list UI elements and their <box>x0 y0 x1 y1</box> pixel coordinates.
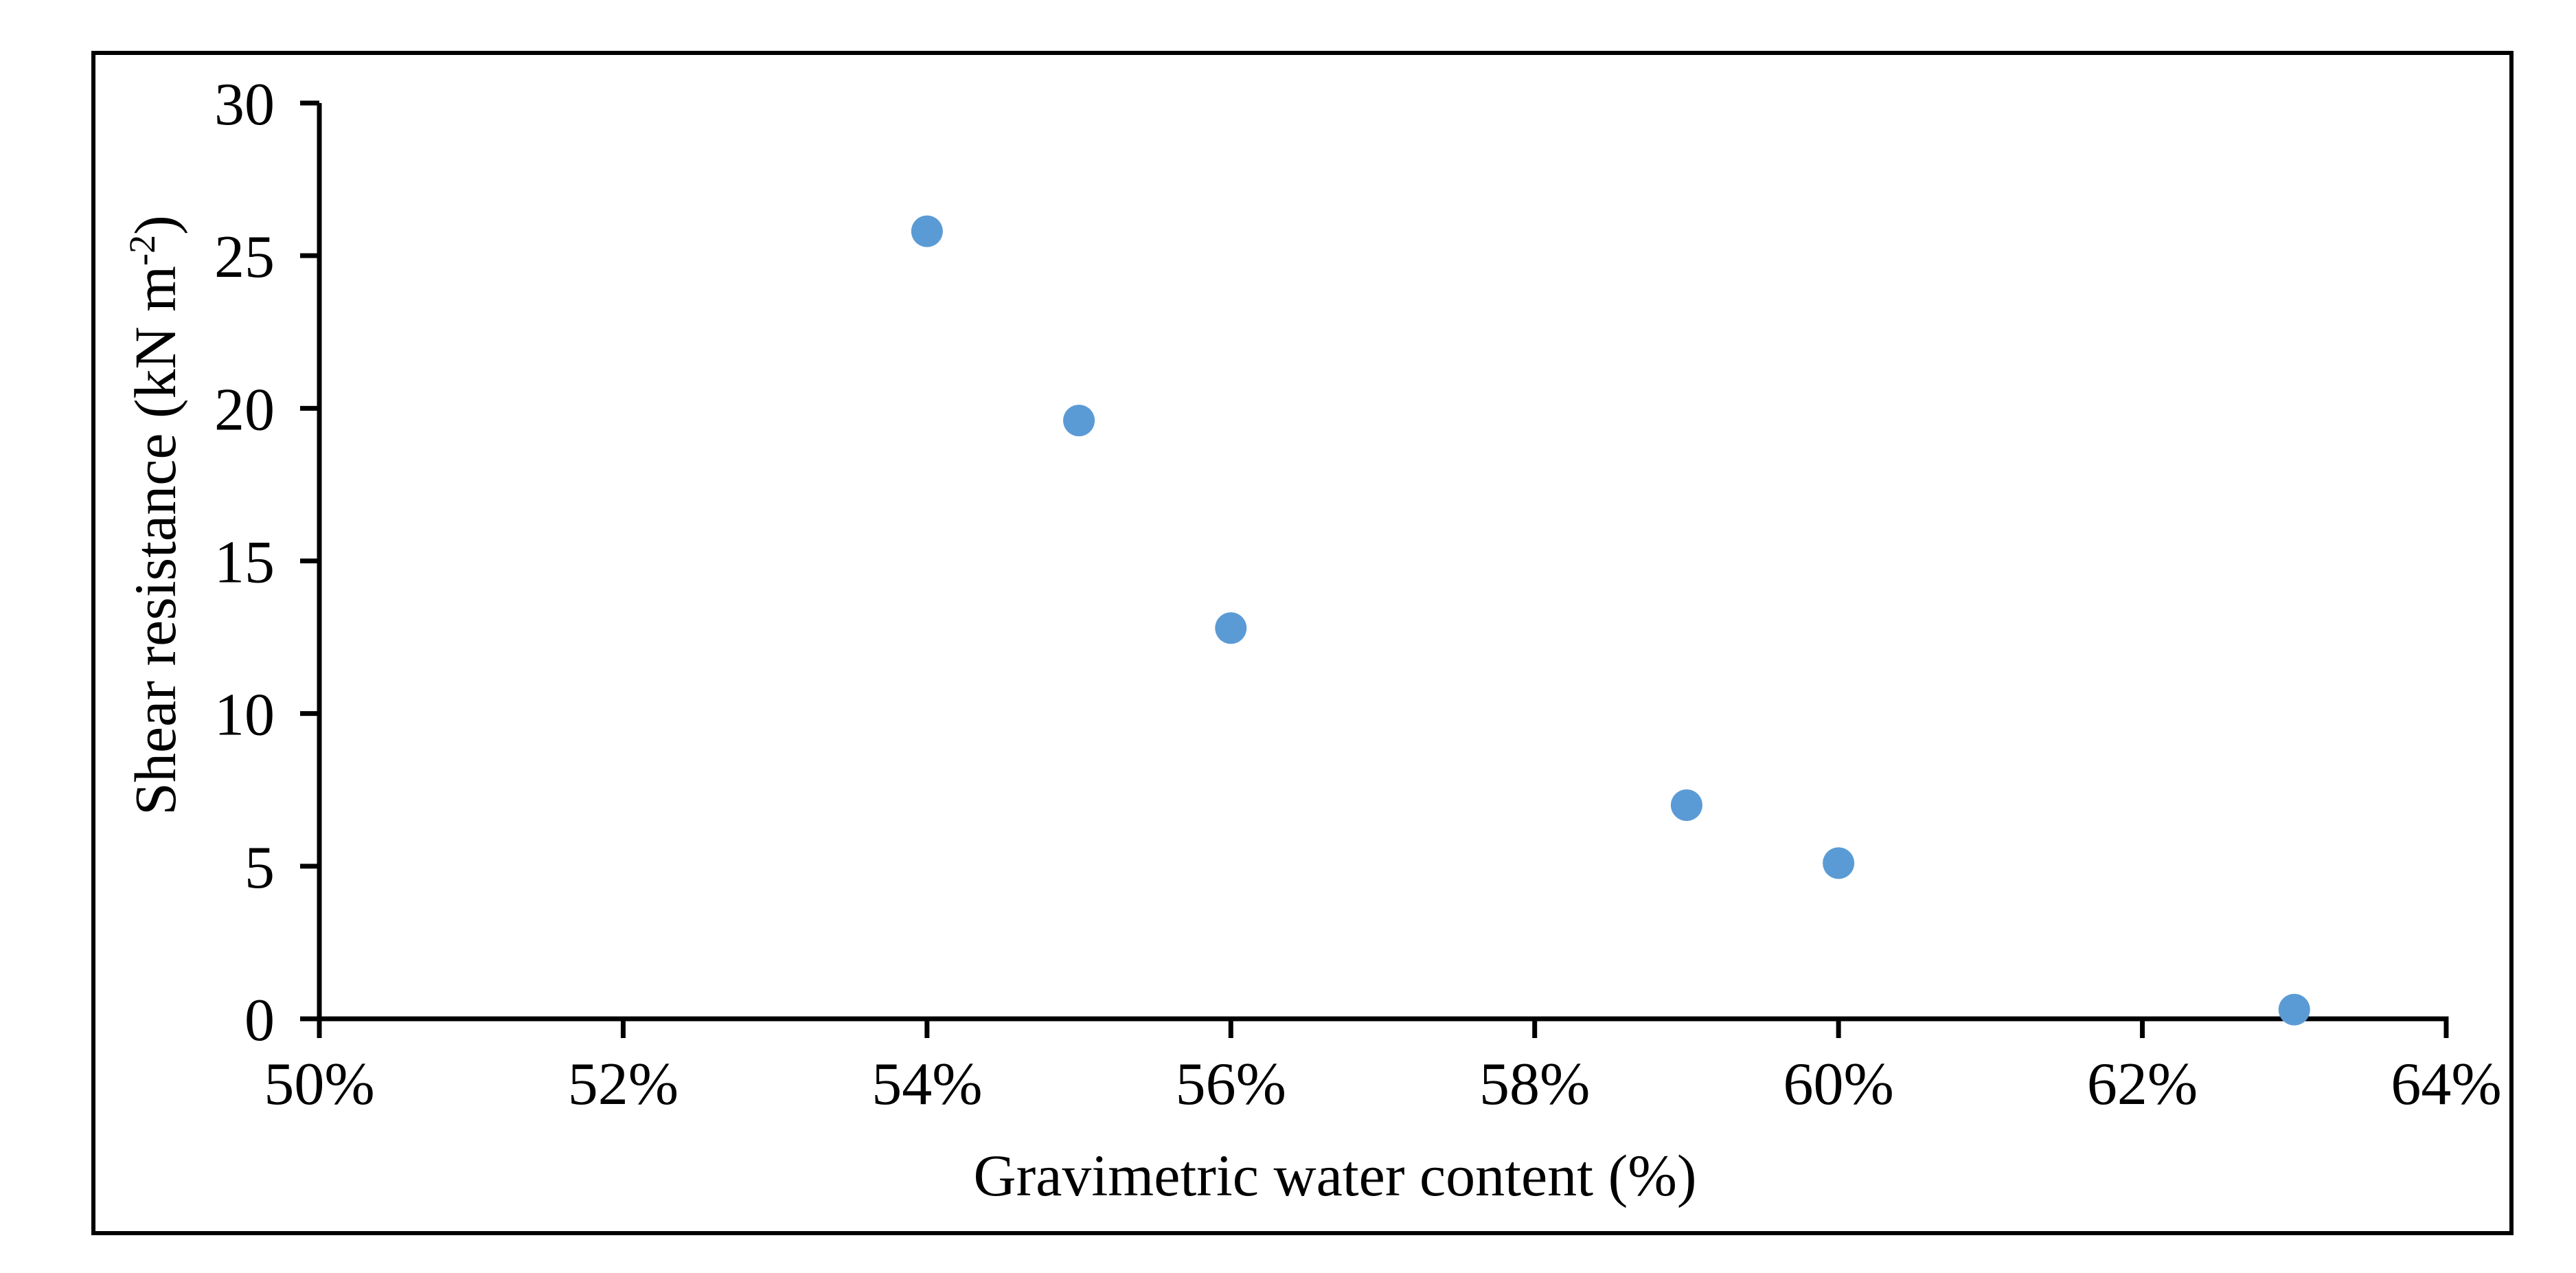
x-tick-label: 52% <box>568 1051 679 1118</box>
plot-area <box>319 103 2446 1019</box>
x-tick-label: 50% <box>264 1051 374 1118</box>
data-point-63pct <box>2278 993 2310 1026</box>
x-axis-title: Gravimetric water content (%) <box>974 1142 1697 1208</box>
y-tick-label: 5 <box>244 835 275 901</box>
chart-border <box>91 51 2514 1235</box>
y-tick-label: 25 <box>214 224 275 291</box>
tick-labels-group: 50% 52% 54% 56% 58% 60% 62% 64% 0 5 10 15 20 25 30 <box>214 71 2502 1118</box>
y-axis-title-base: Shear resistance (kN m <box>122 266 188 815</box>
x-tick-label: 58% <box>1479 1051 1590 1118</box>
y-tick-label: 20 <box>214 376 275 443</box>
y-axis-title-superscript: -2 <box>122 235 163 266</box>
data-point-60pct <box>1823 847 1855 879</box>
data-points-group <box>911 215 2310 1026</box>
axis-titles-group: Gravimetric water content (%) Shear resis… <box>122 215 1697 1208</box>
y-tick-label: 0 <box>244 987 275 1054</box>
data-point-55pct <box>1063 405 1095 437</box>
x-tick-label: 62% <box>2087 1051 2198 1118</box>
x-tick-label: 56% <box>1176 1051 1286 1118</box>
data-point-59pct <box>1670 789 1702 821</box>
y-tick-label: 15 <box>214 530 275 596</box>
data-point-54pct <box>911 215 943 247</box>
x-tick-label: 54% <box>871 1051 982 1118</box>
y-tick-label: 30 <box>214 71 275 138</box>
y-axis-title: Shear resistance (kN m-2) <box>122 215 188 815</box>
x-tick-label: 60% <box>1783 1051 1893 1118</box>
axes-group <box>317 103 2449 1022</box>
data-point-56pct <box>1215 612 1247 644</box>
x-tick-label: 64% <box>2391 1051 2501 1118</box>
y-tick-label: 10 <box>214 682 275 749</box>
chart-frame-group <box>91 51 2514 1235</box>
ticks-group <box>300 100 2449 1038</box>
y-axis-title-close: ) <box>122 215 188 235</box>
